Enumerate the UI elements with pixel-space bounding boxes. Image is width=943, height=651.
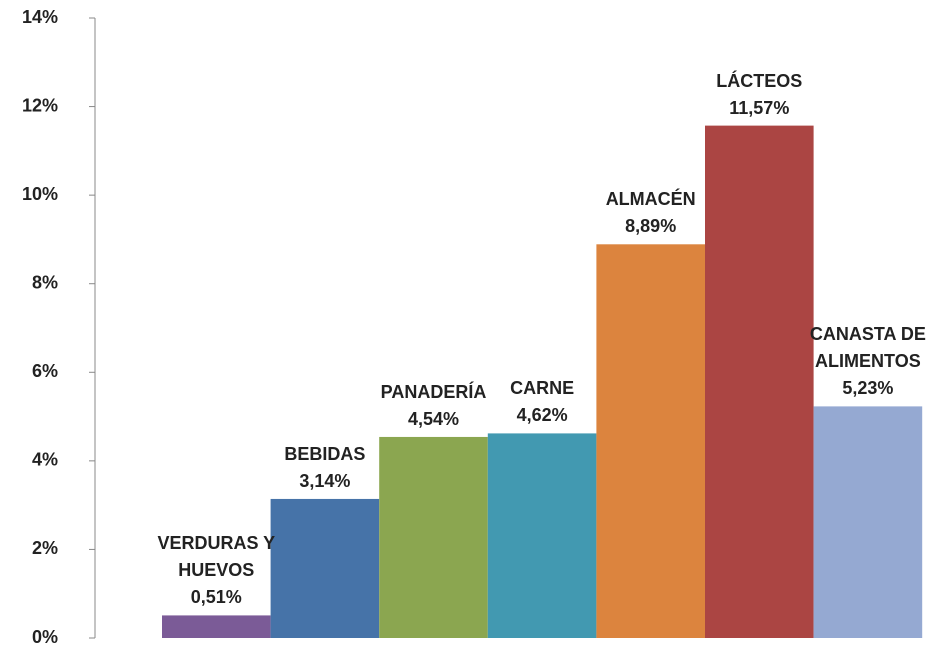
y-tick-label: 6% [32, 361, 58, 381]
value-label: 0,51% [190, 587, 242, 608]
value-label: 4,54% [407, 408, 460, 429]
value-label: 8,89% [625, 216, 677, 237]
bar [162, 615, 271, 638]
category-label: CARNE [510, 378, 575, 399]
bar [487, 433, 597, 638]
category-label: LÁCTEOS [716, 70, 803, 91]
category-label: CANASTA DE ALIMENTOS [809, 324, 926, 372]
value-label: 11,57% [729, 97, 790, 118]
y-tick-label: 0% [32, 627, 58, 647]
y-tick-label: 4% [32, 450, 58, 470]
value-label: 3,14% [299, 470, 351, 491]
y-tick-label: 2% [32, 538, 58, 558]
y-tick-label: 14% [22, 7, 58, 27]
y-tick-label: 12% [22, 95, 58, 115]
value-label: 4,62% [516, 405, 568, 426]
category-label: VERDURAS Y HUEVOS [157, 533, 276, 581]
bar [813, 406, 923, 638]
bar-label: BEBIDAS 3,14% [250, 441, 400, 495]
bar-label: PANADERÍA 4,54% [359, 379, 509, 433]
bar [705, 125, 814, 639]
category-label: PANADERÍA [380, 381, 487, 402]
value-label: 5,23% [842, 378, 894, 399]
bar-label: CANASTA DE ALIMENTOS 5,23% [793, 321, 943, 402]
bar-label: CARNE 4,62% [467, 375, 617, 429]
y-tick-label: 8% [32, 272, 58, 292]
bar [596, 244, 705, 639]
bar [270, 498, 380, 638]
bar-label: ALMACÉN 8,89% [576, 186, 726, 240]
category-label: ALMACÉN [605, 189, 696, 210]
bar-label: VERDURAS Y HUEVOS 0,51% [141, 530, 291, 611]
y-tick-label: 10% [22, 184, 58, 204]
category-label: BEBIDAS [284, 443, 366, 464]
bar [379, 436, 488, 638]
bar-label: LÁCTEOS 11,57% [684, 68, 834, 122]
